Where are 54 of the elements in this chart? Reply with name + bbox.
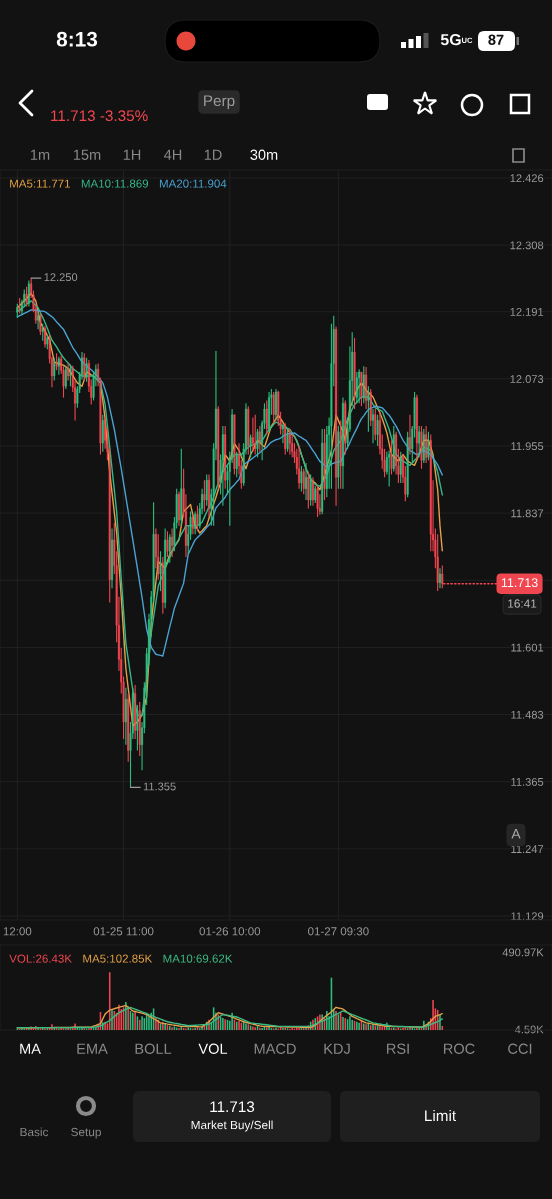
- y-tick-label: 12.073: [510, 375, 544, 383]
- text: Setup: [71, 1127, 101, 1139]
- text: 11.713: [501, 578, 538, 588]
- text: Limit: [425, 1109, 457, 1122]
- text: MA10:11.869: [81, 179, 149, 188]
- text: EMA: [77, 1043, 108, 1054]
- text: 87: [488, 34, 504, 45]
- y-tick-label: 4.59K: [514, 1025, 544, 1034]
- x-tick-label: 01-26 10:00: [199, 927, 261, 936]
- text: 1D: [204, 149, 222, 160]
- text: MACD: [254, 1043, 296, 1054]
- text: MA: [20, 1043, 41, 1054]
- annotation: 12.250: [44, 273, 78, 282]
- text: MA20:11.904: [159, 179, 227, 188]
- text: CCI: [508, 1043, 532, 1054]
- text: 11.713 -3.35%: [51, 110, 148, 122]
- text: 1H: [123, 149, 141, 160]
- text: 4H: [164, 149, 182, 160]
- text: 8:13: [56, 31, 98, 47]
- text: KDJ: [324, 1043, 350, 1054]
- y-tick-label: 11.129: [511, 912, 544, 921]
- text: 30m: [250, 149, 278, 160]
- text: VOL: [198, 1043, 228, 1054]
- y-tick-label: 11.247: [511, 845, 544, 853]
- y-tick-label: 490.97K: [502, 948, 544, 957]
- text: 1m: [30, 149, 50, 160]
- x-tick-label: 01-27 09:30: [308, 927, 369, 936]
- text: Basic: [20, 1127, 49, 1137]
- text: 15m: [73, 149, 101, 160]
- y-tick-label: 12.191: [510, 307, 544, 316]
- text: MA5:11.771: [10, 179, 70, 188]
- y-tick-label: 11.365: [511, 777, 544, 786]
- y-tick-label: 11.837: [511, 509, 544, 518]
- candlestick: [235, 451, 238, 478]
- text: 11.713: [210, 1101, 255, 1113]
- text: A: [511, 829, 521, 839]
- y-tick-label: 11.955: [511, 442, 544, 451]
- text: MA5:102.85K: [83, 954, 153, 963]
- x-tick-label: 01-25 11:00: [93, 927, 154, 936]
- text: Market Buy/Sell: [191, 1120, 273, 1132]
- y-tick-label: 11.601: [511, 643, 544, 652]
- text: 5G: [440, 33, 461, 46]
- annotation: 11.355: [143, 782, 176, 791]
- text: RSI: [387, 1043, 409, 1054]
- text: BOLL: [135, 1043, 172, 1054]
- y-tick-label: 11.483: [511, 710, 544, 719]
- x-tick-label: 12:00: [3, 927, 32, 936]
- text: VOL:26.43K: [9, 954, 72, 963]
- text: MA10:69.62K: [163, 954, 233, 963]
- y-tick-label: 12.308: [510, 241, 544, 250]
- text: Perp: [204, 95, 235, 110]
- text: ROC: [443, 1043, 475, 1054]
- text: 16:41: [508, 599, 537, 608]
- y-tick-label: 12.426: [510, 174, 544, 183]
